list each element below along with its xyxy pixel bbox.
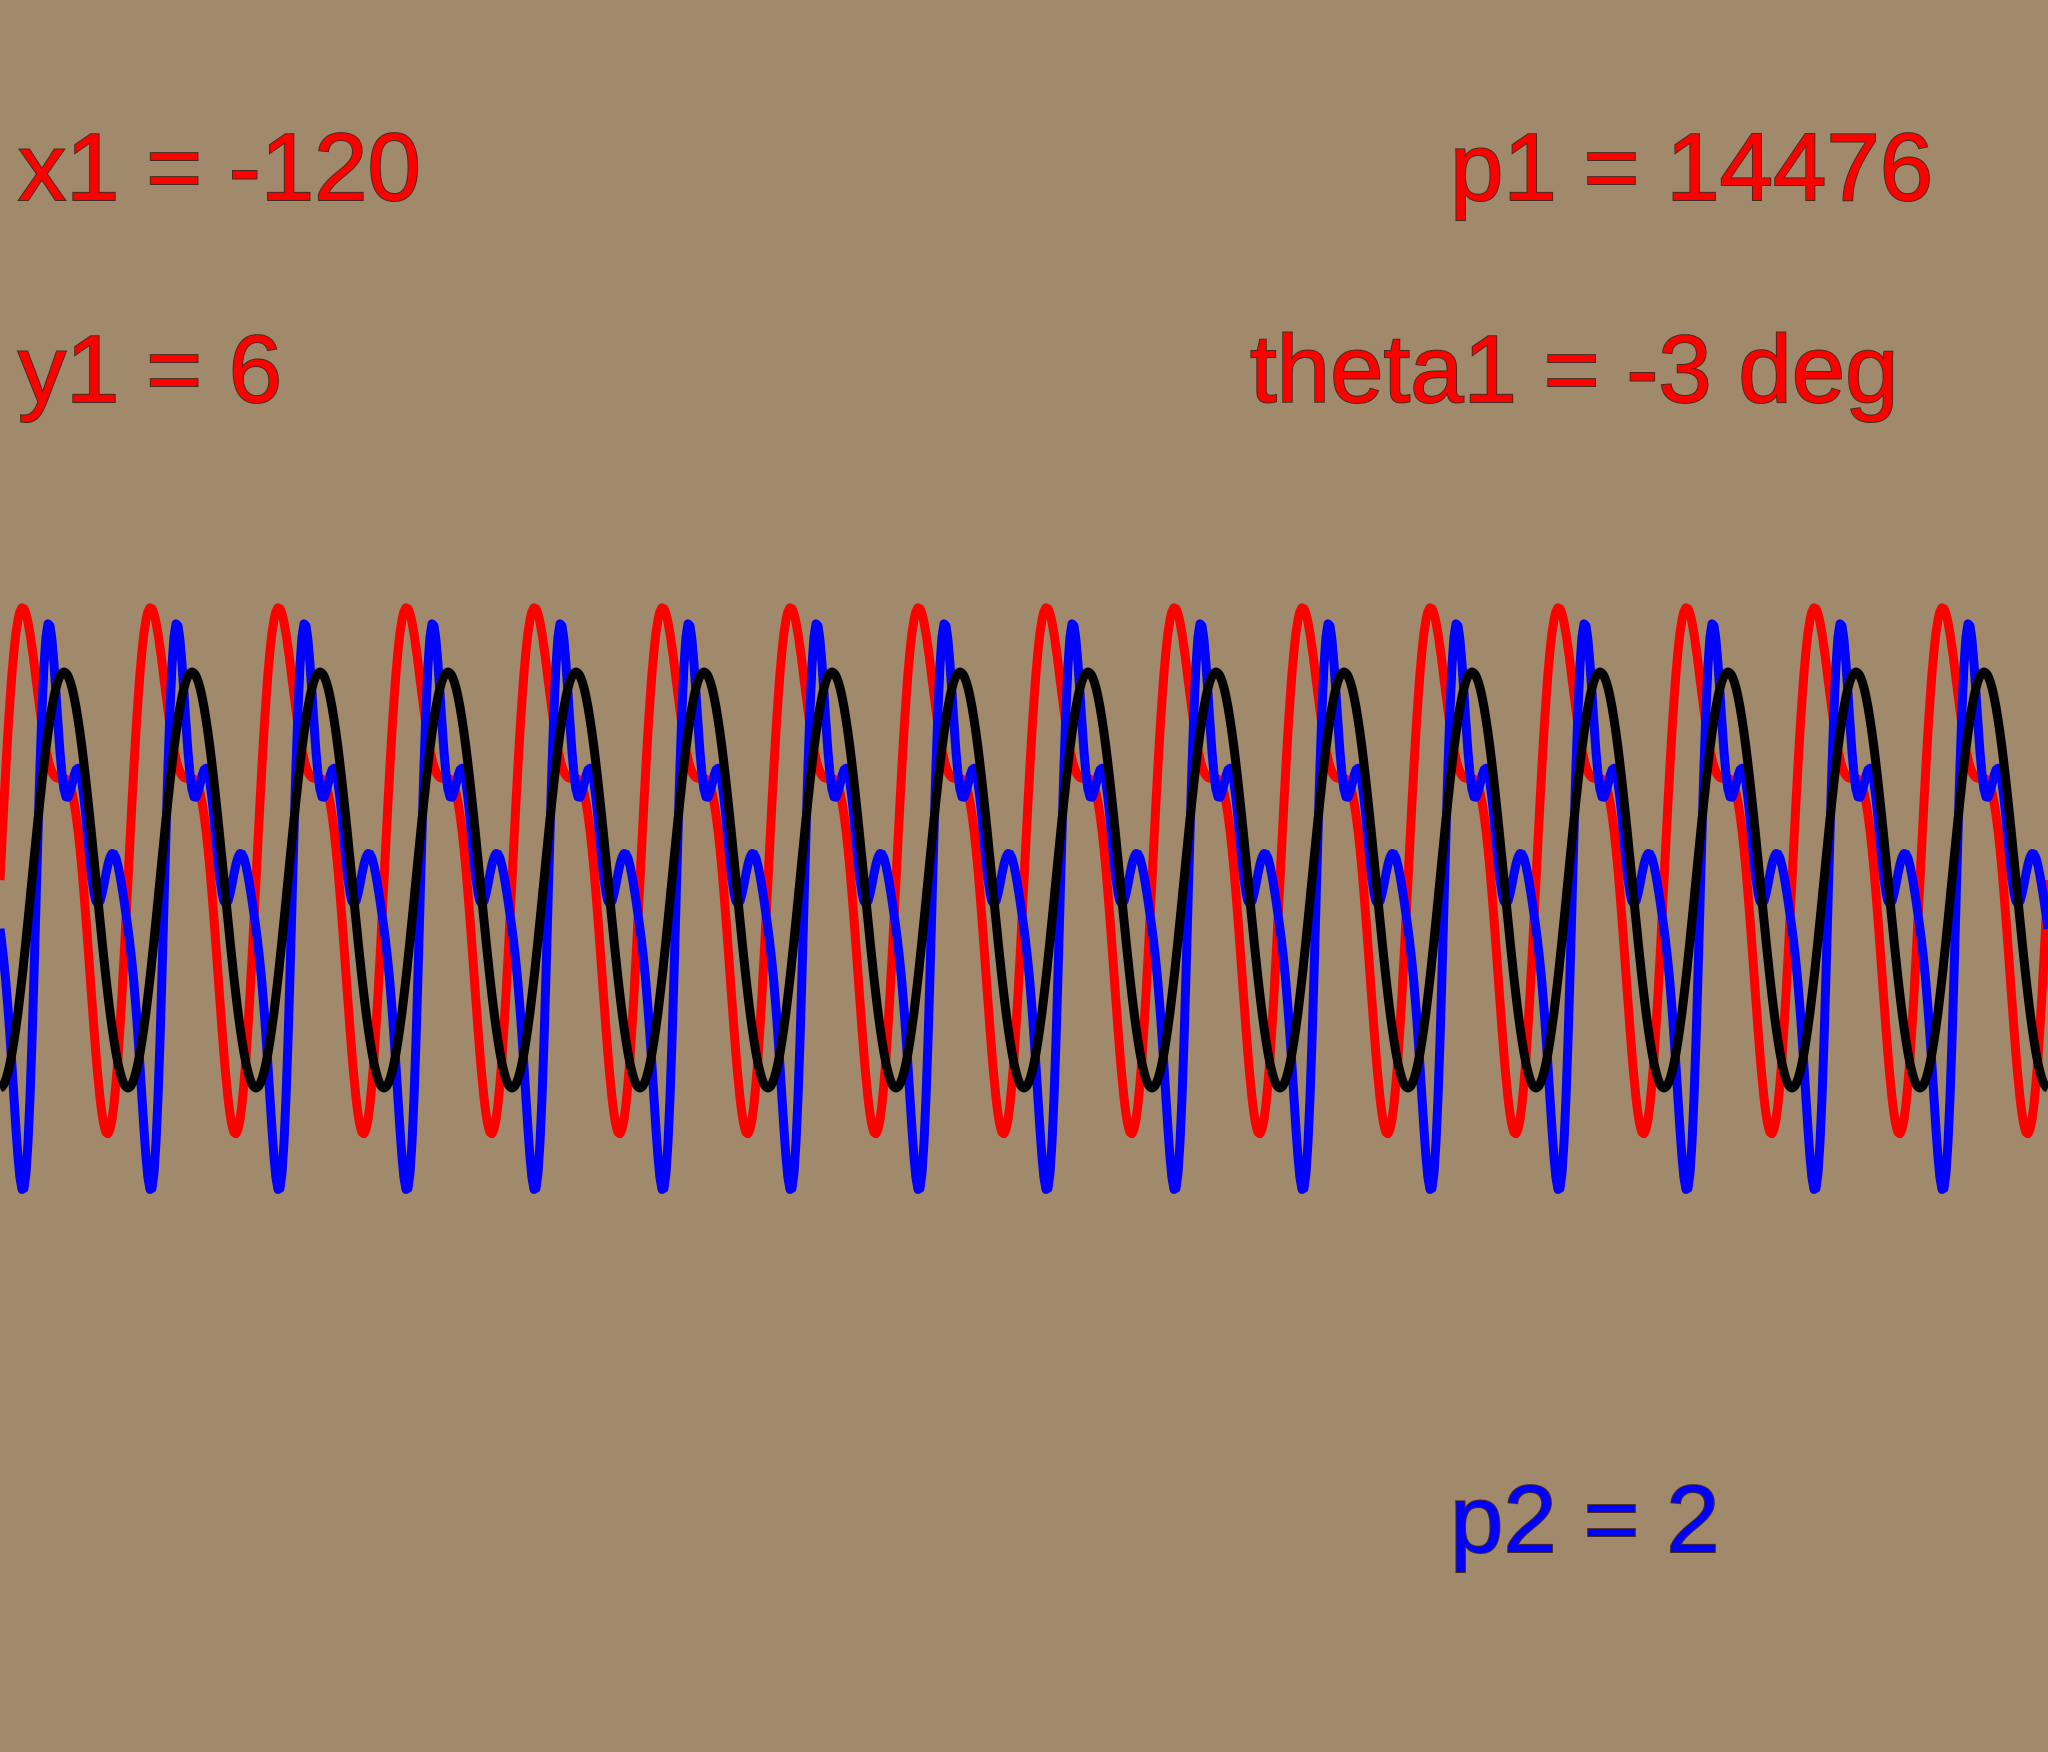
black-waveform	[0, 667, 2048, 1093]
y1-readout: y1 = 6	[17, 316, 283, 423]
p2-readout: p2 = 2	[1449, 1466, 1721, 1573]
p1-readout: p1 = 14476	[1449, 114, 1934, 221]
x1-readout: x1 = -120	[17, 114, 422, 221]
theta1-readout: theta1 = -3 deg	[1249, 316, 1900, 423]
